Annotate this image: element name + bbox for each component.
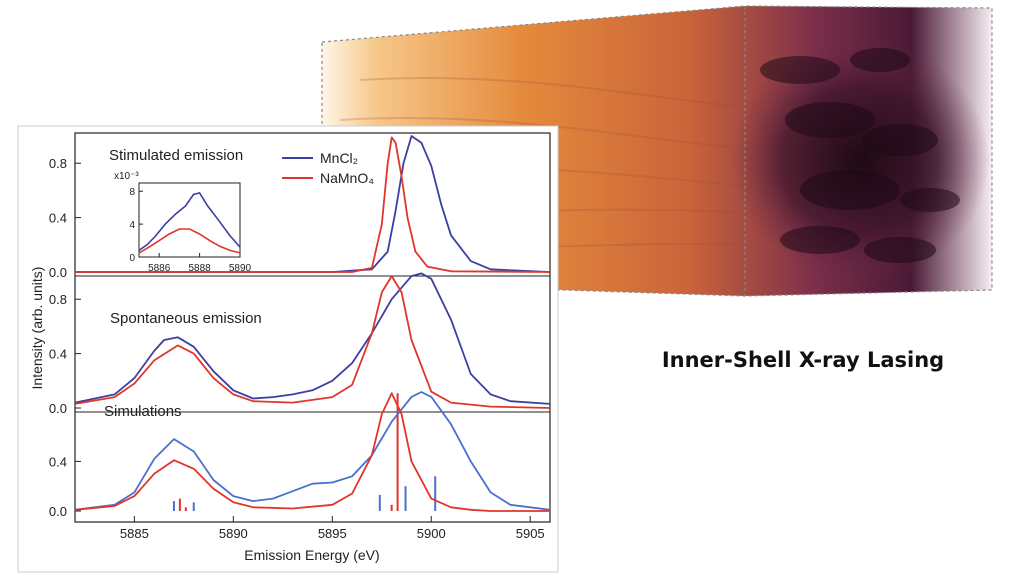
dark-filaments [760, 48, 960, 263]
inset-x-tick-label: 5890 [229, 263, 252, 274]
inset-x-tick-label: 5888 [188, 263, 211, 274]
x-tick-label: 5895 [318, 526, 347, 541]
series-line [74, 272, 551, 405]
dark-core [730, 40, 990, 280]
x-axis-title: Emission Energy (eV) [244, 547, 379, 563]
y-tick-label: 0.8 [49, 156, 67, 171]
series-line [75, 136, 551, 273]
x-tick-label: 5890 [219, 526, 248, 541]
inset-y-tick-label: 0 [129, 253, 135, 264]
y-tick-label: 0.4 [49, 347, 67, 362]
chart-card [17, 125, 559, 573]
inset-y-tick-label: 8 [129, 187, 135, 198]
legend-label: MnCl₂ [320, 150, 358, 166]
plot-frame [74, 132, 551, 523]
y-tick-label: 0.4 [49, 211, 67, 226]
x-tick-label: 5885 [120, 526, 149, 541]
inset-series-line [138, 191, 241, 252]
inset-multiplier: x10⁻³ [114, 171, 139, 182]
legend-label: NaMnO₄ [320, 170, 374, 186]
y-axis-title: Intensity (arb. units) [29, 267, 45, 390]
inset-x-tick-label: 5886 [148, 263, 171, 274]
x-tick-label: 5900 [417, 526, 446, 541]
series-line [75, 135, 551, 273]
inset-frame [138, 182, 241, 258]
series-line [74, 275, 551, 409]
panel-label: Spontaneous emission [110, 310, 262, 327]
panel-label: Stimulated emission [109, 147, 243, 164]
y-tick-label: 0.0 [49, 265, 67, 280]
inset-series-line [138, 228, 241, 254]
panel-label: Simulations [104, 403, 182, 420]
y-tick-label: 0.8 [49, 292, 67, 307]
beam-box-outline [321, 5, 993, 297]
inset-y-tick-label: 4 [129, 220, 135, 231]
beam-streaks [339, 76, 791, 251]
y-tick-label: 0.0 [49, 504, 67, 519]
series-line [74, 391, 551, 511]
figure-caption: Inner-Shell X-ray Lasing [661, 348, 945, 372]
y-tick-label: 0.4 [49, 454, 67, 469]
x-tick-label: 5905 [516, 526, 545, 541]
y-tick-label: 0.0 [49, 401, 67, 416]
series-line [74, 392, 550, 512]
